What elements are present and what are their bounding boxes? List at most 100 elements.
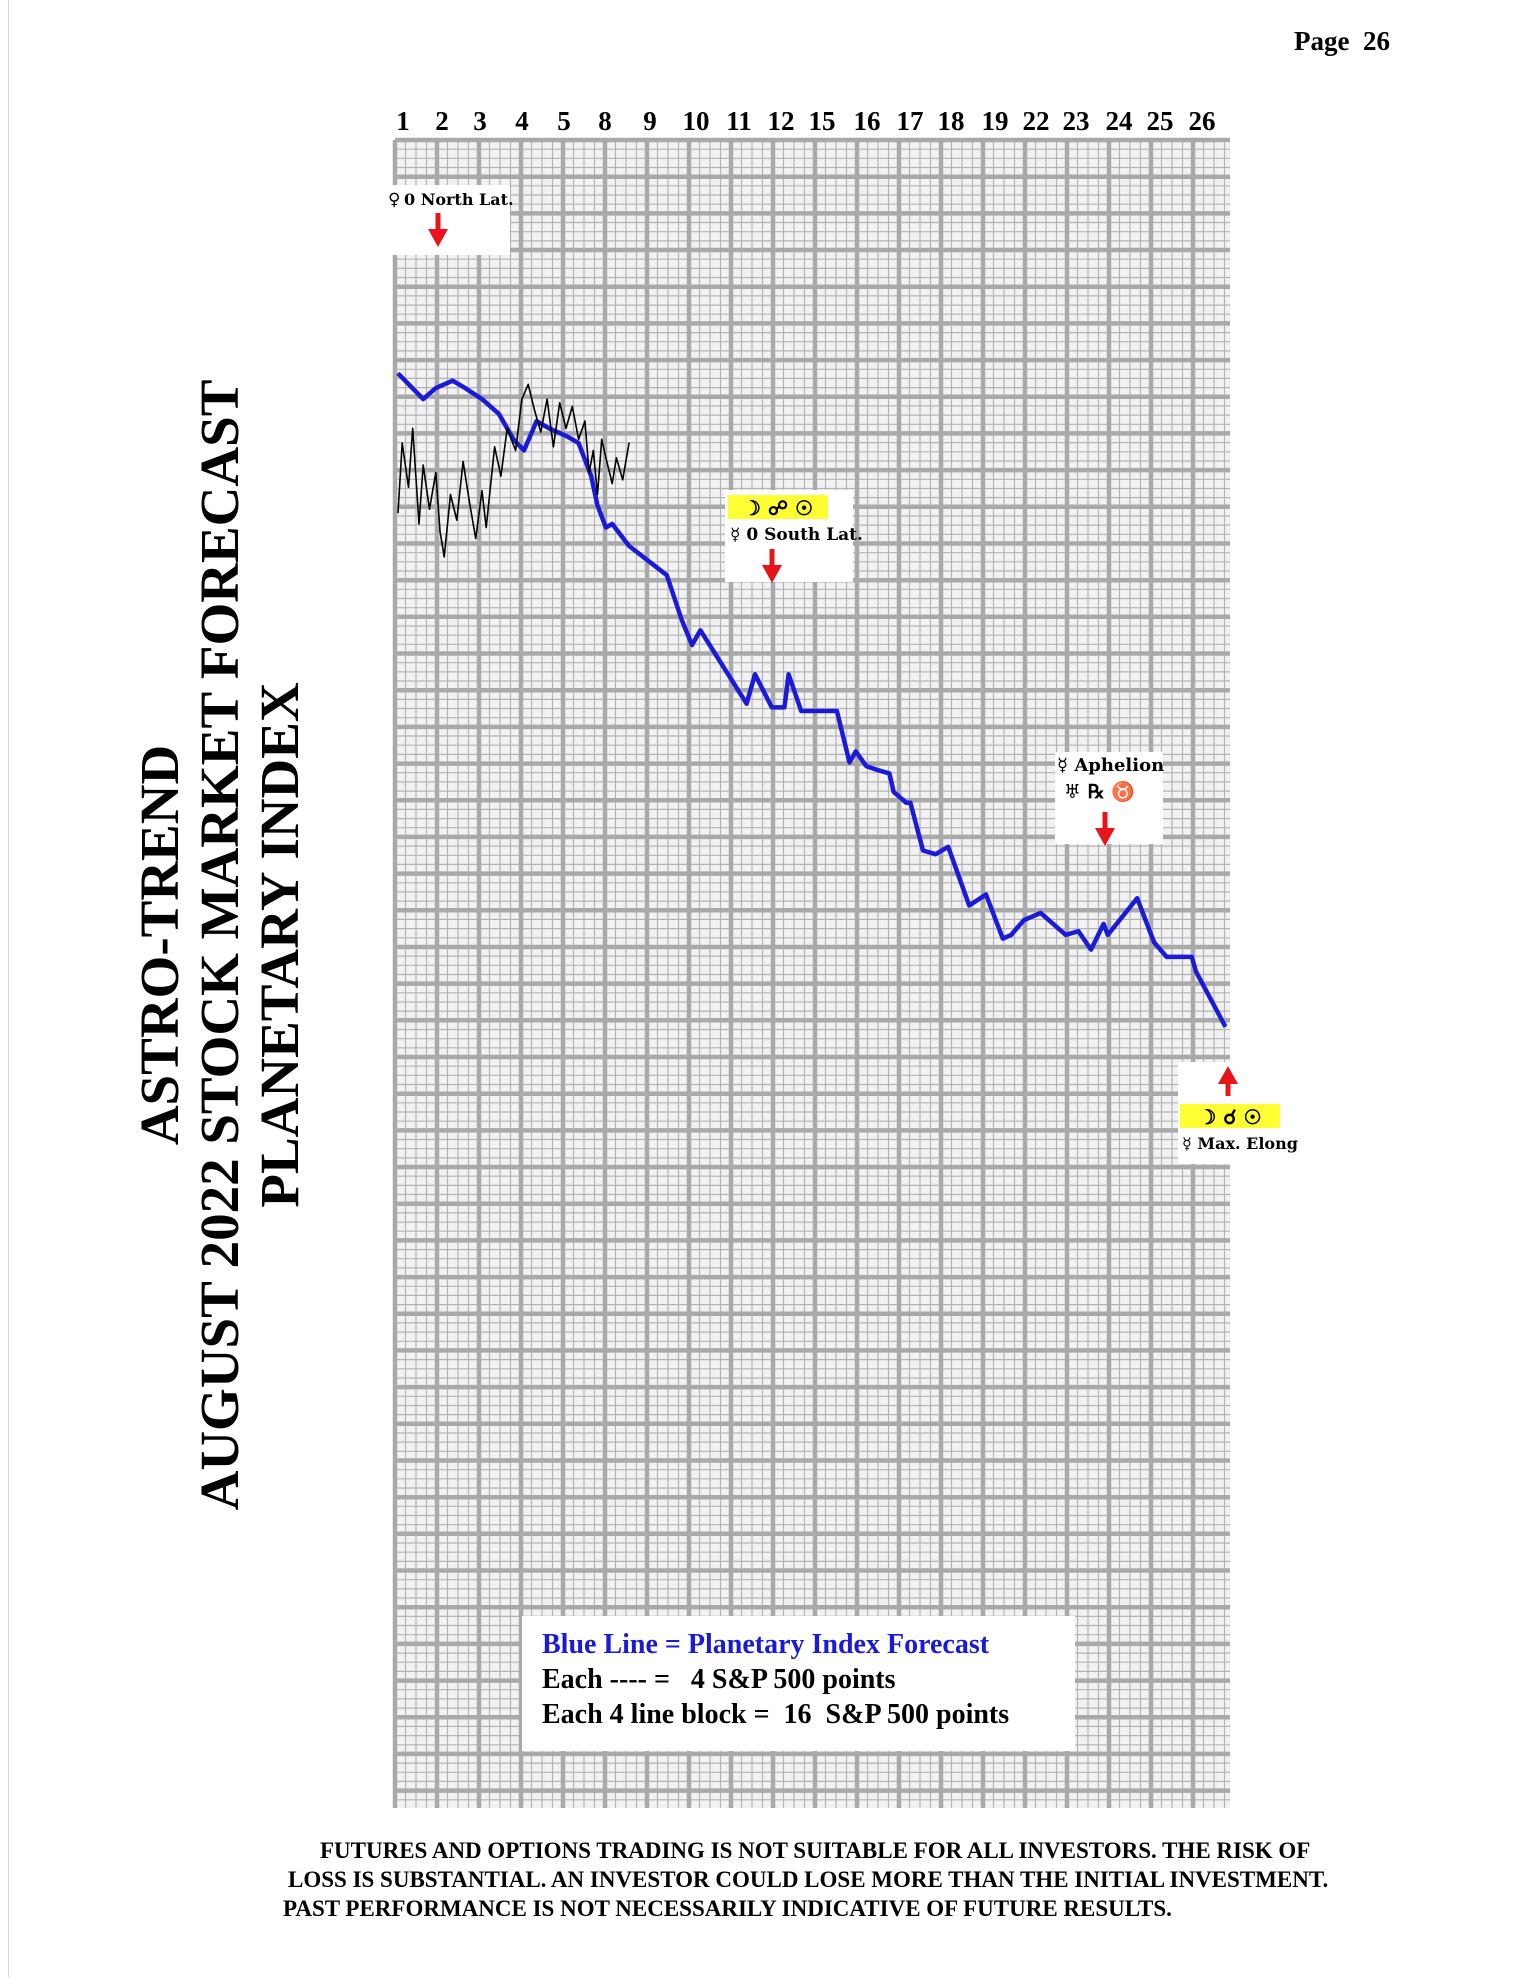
page-number-label: Page [1294,26,1350,56]
chart-grid [392,137,1230,1808]
forecast-point [452,380,454,382]
x-tick-label: 10 [683,106,710,136]
price-point [500,475,502,477]
x-tick-label: 12 [768,106,795,136]
disclaimer-line-1: FUTURES AND OPTIONS TRADING IS NOT SUITA… [320,1838,1311,1863]
venus-symbol-icon: ♀ [388,190,400,210]
arrow-up-max-elong-shaft [1225,1082,1231,1096]
price-point [552,446,555,448]
price-point [456,519,458,521]
moon-conjunct-sun-icon: ☽ ☌ ☉ [1198,1105,1261,1129]
forecast-point [578,442,580,444]
price-point [571,405,573,407]
forecast-point [813,710,815,712]
uranus-retrograde-taurus-icon: ♅ ℞ ♉ [1064,780,1135,803]
x-tick-label: 1 [396,106,410,136]
price-point [605,457,607,459]
forecast-point [947,846,949,848]
arrow-down-aphelion-head [1095,828,1115,846]
forecast-point [1052,923,1054,925]
forecast-point [876,769,878,771]
forecast-point [771,706,773,709]
forecast-point [596,504,599,507]
price-point [565,427,567,429]
forecast-point [909,802,912,804]
forecast-point [788,673,790,675]
price-point [449,493,452,496]
price-point [615,457,618,459]
x-tick-label: 24 [1106,106,1133,136]
arrow-down-north-lat-shaft [435,213,441,231]
arrow-down-aphelion-shaft [1102,812,1108,830]
price-point [435,471,437,474]
price-point [527,383,529,385]
forecast-point [481,398,483,400]
forecast-point [464,387,466,389]
forecast-point [422,398,424,400]
price-point [601,438,603,440]
x-tick-label: 17 [897,106,924,136]
forecast-point [1107,934,1109,936]
disclaimer-line-2: LOSS IS SUBSTANTIAL. AN INVESTOR COULD L… [288,1867,1329,1892]
price-point [443,556,445,558]
forecast-point [1224,1026,1226,1028]
forecast-point [888,772,891,775]
price-point [428,508,431,510]
price-point [546,398,548,400]
price-point [485,526,487,529]
forecast-point [800,710,802,712]
chart-legend: Blue Line = Planetary Index Forecast Each… [522,1616,1075,1751]
price-point [412,427,414,429]
forecast-point [754,673,756,675]
x-tick-label: 8 [598,106,612,136]
forecast-point [1191,956,1193,958]
annotation-label-aphelion: ☿ Aphelion [1057,755,1164,776]
x-tick-label: 11 [726,106,752,136]
price-point [584,420,586,422]
price-point [540,431,542,433]
grid-minor-lines [395,140,1230,1808]
price-point [462,460,464,463]
forecast-point [1195,971,1197,973]
forecast-point [397,372,399,374]
forecast-point [1153,941,1155,943]
price-point [592,449,594,452]
x-tick-label: 23 [1063,106,1090,136]
price-point [439,530,441,532]
page-number-value: 26 [1362,26,1390,56]
price-point [515,449,517,452]
forecast-point [855,750,857,753]
page-number: Page 26 [1294,26,1390,57]
forecast-point [523,449,525,452]
forecast-point [628,545,630,547]
forecast-point [1002,938,1004,940]
forecast-point [666,574,668,576]
arrow-up-max-elong-head [1218,1066,1238,1084]
price-point [596,493,599,496]
x-tick-label: 19 [982,106,1009,136]
highlight-max-elong [1180,1104,1280,1128]
x-tick-label: 18 [938,106,965,136]
forecast-point [746,703,748,705]
x-tick-label: 9 [643,106,657,136]
forecast-point [691,644,693,646]
legend-line-1: Blue Line = Planetary Index Forecast [542,1629,990,1660]
annotation-label-south-lat: ☿ 0 South Lat. [730,525,863,545]
forecast-point [680,618,683,620]
forecast-point [935,853,937,855]
x-axis-tick-labels: 1 2 3 4 5 8 9 10 11 12 15 16 17 18 19 22 23 24 25 26 [396,106,1215,136]
forecast-point [968,904,970,907]
price-point [401,442,403,444]
arrow-down-north-lat-head [428,229,448,247]
legend-line-3: Each 4 line block = 16 S&P 500 points [542,1699,1009,1730]
page-edge [8,0,9,1977]
forecast-point [1023,919,1025,921]
price-point [422,464,424,466]
x-tick-label: 22 [1023,106,1050,136]
price-point [481,490,483,492]
forecast-point [498,413,500,415]
price-point [588,471,590,474]
forecast-point [985,893,987,896]
forecast-point [605,526,607,529]
